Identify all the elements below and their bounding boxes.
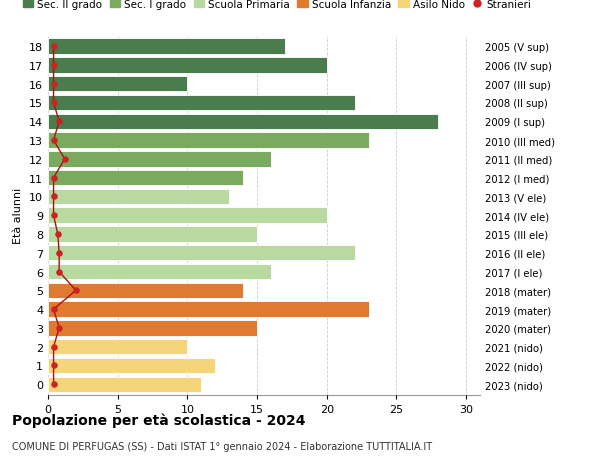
Bar	[48, 377, 201, 392]
Bar	[48, 246, 355, 261]
Point	[49, 81, 58, 88]
Point	[49, 343, 58, 351]
Bar	[48, 358, 215, 373]
Bar	[48, 58, 327, 73]
Point	[49, 100, 58, 107]
Bar	[48, 264, 271, 280]
Point	[55, 269, 64, 276]
Bar	[48, 227, 257, 242]
Bar	[48, 302, 368, 317]
Bar	[48, 171, 243, 186]
Point	[49, 362, 58, 369]
Bar	[48, 95, 355, 111]
Point	[49, 306, 58, 313]
Point	[49, 174, 58, 182]
Y-axis label: Età alunni: Età alunni	[13, 188, 23, 244]
Legend: Sec. II grado, Sec. I grado, Scuola Primaria, Scuola Infanzia, Asilo Nido, Stran: Sec. II grado, Sec. I grado, Scuola Prim…	[19, 0, 536, 14]
Bar	[48, 152, 271, 167]
Bar	[48, 320, 257, 336]
Point	[53, 231, 62, 238]
Point	[49, 381, 58, 388]
Text: COMUNE DI PERFUGAS (SS) - Dati ISTAT 1° gennaio 2024 - Elaborazione TUTTITALIA.I: COMUNE DI PERFUGAS (SS) - Dati ISTAT 1° …	[12, 441, 432, 451]
Point	[55, 118, 64, 126]
Bar	[48, 189, 229, 205]
Bar	[48, 114, 438, 130]
Point	[49, 212, 58, 219]
Point	[49, 137, 58, 145]
Point	[49, 43, 58, 50]
Point	[71, 287, 80, 294]
Point	[55, 250, 64, 257]
Bar	[48, 208, 327, 224]
Point	[60, 156, 70, 163]
Point	[49, 193, 58, 201]
Point	[49, 62, 58, 69]
Bar	[48, 39, 285, 55]
Bar	[48, 133, 368, 148]
Point	[55, 325, 64, 332]
Text: Popolazione per età scolastica - 2024: Popolazione per età scolastica - 2024	[12, 413, 305, 428]
Bar	[48, 339, 187, 355]
Bar	[48, 77, 187, 92]
Bar	[48, 283, 243, 298]
